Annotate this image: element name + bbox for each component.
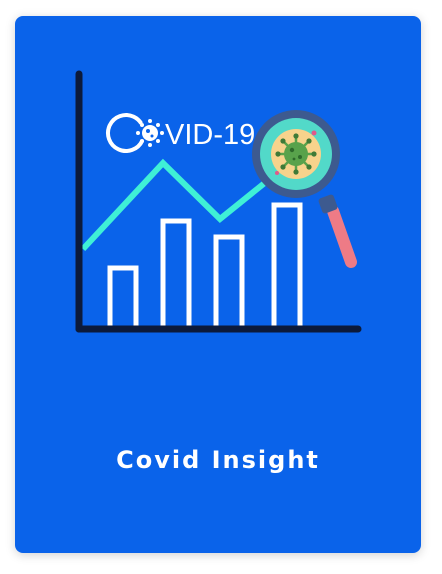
magnifier-icon bbox=[252, 110, 357, 268]
bar-chart-icon bbox=[107, 202, 303, 331]
trend-line-icon bbox=[80, 158, 279, 252]
axis-icon bbox=[75, 70, 362, 333]
logo-virus-icon bbox=[136, 119, 164, 147]
logo-text: VID-19 bbox=[165, 119, 255, 151]
virus-icon bbox=[275, 130, 317, 175]
bar-1 bbox=[107, 265, 139, 331]
bar-4 bbox=[271, 202, 303, 331]
covid-chart-illustration: VID-19 bbox=[75, 70, 362, 333]
covid-logo: VID-19 bbox=[106, 113, 255, 153]
bar-3 bbox=[213, 234, 245, 331]
covid-insight-card[interactable]: VID-19 bbox=[15, 16, 421, 553]
bar-2 bbox=[160, 218, 192, 331]
card-title: Covid Insight bbox=[116, 446, 320, 474]
